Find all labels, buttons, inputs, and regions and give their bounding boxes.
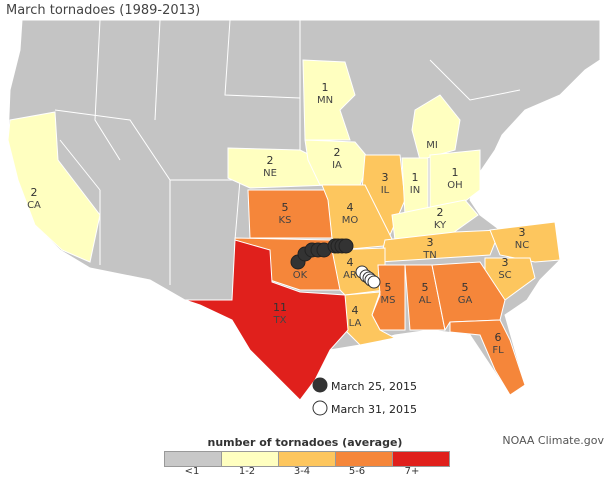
state-abbr-ca: CA [27, 200, 41, 211]
state-value-ms: 5 [385, 281, 392, 294]
state-abbr-il: IL [381, 185, 390, 196]
state-value-in: 1 [412, 171, 419, 184]
state-abbr-in: IN [410, 185, 420, 196]
legend-label-4: 7+ [404, 466, 420, 477]
state-abbr-ky: KY [434, 220, 447, 231]
states-layer: 2CA1MNMI2NE2IA3IL1IN1OH5KS4MO2KY3TN3NC5O… [7, 59, 561, 401]
state-value-ne: 2 [267, 154, 274, 167]
state-value-ar: 4 [347, 256, 354, 269]
state-abbr-la: LA [349, 318, 362, 329]
state-value-tn: 3 [427, 236, 434, 249]
state-value-oh: 1 [452, 166, 459, 179]
key-march25-label: March 25, 2015 [331, 380, 417, 393]
state-abbr-nc: NC [515, 240, 529, 251]
key-march31-marker [312, 400, 328, 416]
state-abbr-mi: MI [426, 140, 438, 151]
state-value-nc: 3 [519, 226, 526, 239]
state-abbr-tx: TX [273, 315, 287, 326]
state-abbr-ok: OK [293, 270, 308, 281]
state-abbr-ga: GA [458, 295, 473, 306]
tornado-march25-marker [338, 238, 354, 254]
state-value-mo: 4 [347, 201, 354, 214]
state-abbr-fl: FL [492, 345, 504, 356]
legend-swatch-3 [335, 451, 393, 467]
state-value-ky: 2 [437, 206, 444, 219]
credit: NOAA Climate.gov [502, 434, 604, 447]
state-ks [247, 189, 333, 239]
state-mo [321, 184, 396, 251]
state-mi [411, 94, 461, 161]
state-abbr-ms: MS [381, 295, 396, 306]
state-abbr-ar: AR [343, 270, 357, 281]
markers-layer [290, 238, 381, 289]
legend-swatch-4 [392, 451, 450, 467]
state-value-ks: 5 [282, 201, 289, 214]
state-oh [429, 149, 481, 211]
state-abbr-ne: NE [263, 168, 277, 179]
state-value-sc: 3 [502, 256, 509, 269]
legend-swatches [164, 451, 450, 467]
state-value-fl: 6 [495, 331, 502, 344]
key-march25-marker [312, 377, 328, 393]
legend-title: number of tornadoes (average) [207, 436, 403, 449]
map-title: March tornadoes (1989-2013) [6, 3, 201, 18]
legend-swatch-2 [278, 451, 336, 467]
key-march31-label: March 31, 2015 [331, 403, 417, 416]
legend-label-2: 3-4 [293, 466, 311, 477]
state-value-ia: 2 [334, 146, 341, 159]
state-fl [449, 319, 526, 396]
state-ca [7, 111, 101, 263]
gray-state-borders [54, 19, 561, 285]
state-value-la: 4 [352, 304, 359, 317]
state-abbr-al: AL [419, 295, 432, 306]
state-abbr-sc: SC [498, 270, 511, 281]
state-abbr-ia: IA [332, 160, 342, 171]
legend-swatch-1 [221, 451, 279, 467]
state-tx [184, 239, 349, 401]
legend-label-1: 1-2 [238, 466, 256, 477]
state-value-ga: 5 [462, 281, 469, 294]
state-value-tx: 11 [273, 301, 287, 314]
state-value-al: 5 [422, 281, 429, 294]
state-la [344, 291, 397, 346]
state-value-ca: 2 [31, 186, 38, 199]
marker-key: March 25, 2015 March 31, 2015 [312, 377, 417, 416]
legend-label-0: <1 [184, 466, 200, 477]
legend-swatch-0 [164, 451, 222, 467]
state-abbr-mn: MN [317, 95, 333, 106]
state-value-il: 3 [382, 171, 389, 184]
state-abbr-mo: MO [342, 215, 359, 226]
legend-label-3: 5-6 [348, 466, 366, 477]
state-nc [489, 221, 561, 263]
state-abbr-tn: TN [422, 250, 437, 261]
tornado-march31-marker [367, 275, 381, 289]
state-value-mn: 1 [322, 81, 329, 94]
state-abbr-oh: OH [447, 180, 462, 191]
state-abbr-ks: KS [279, 215, 292, 226]
